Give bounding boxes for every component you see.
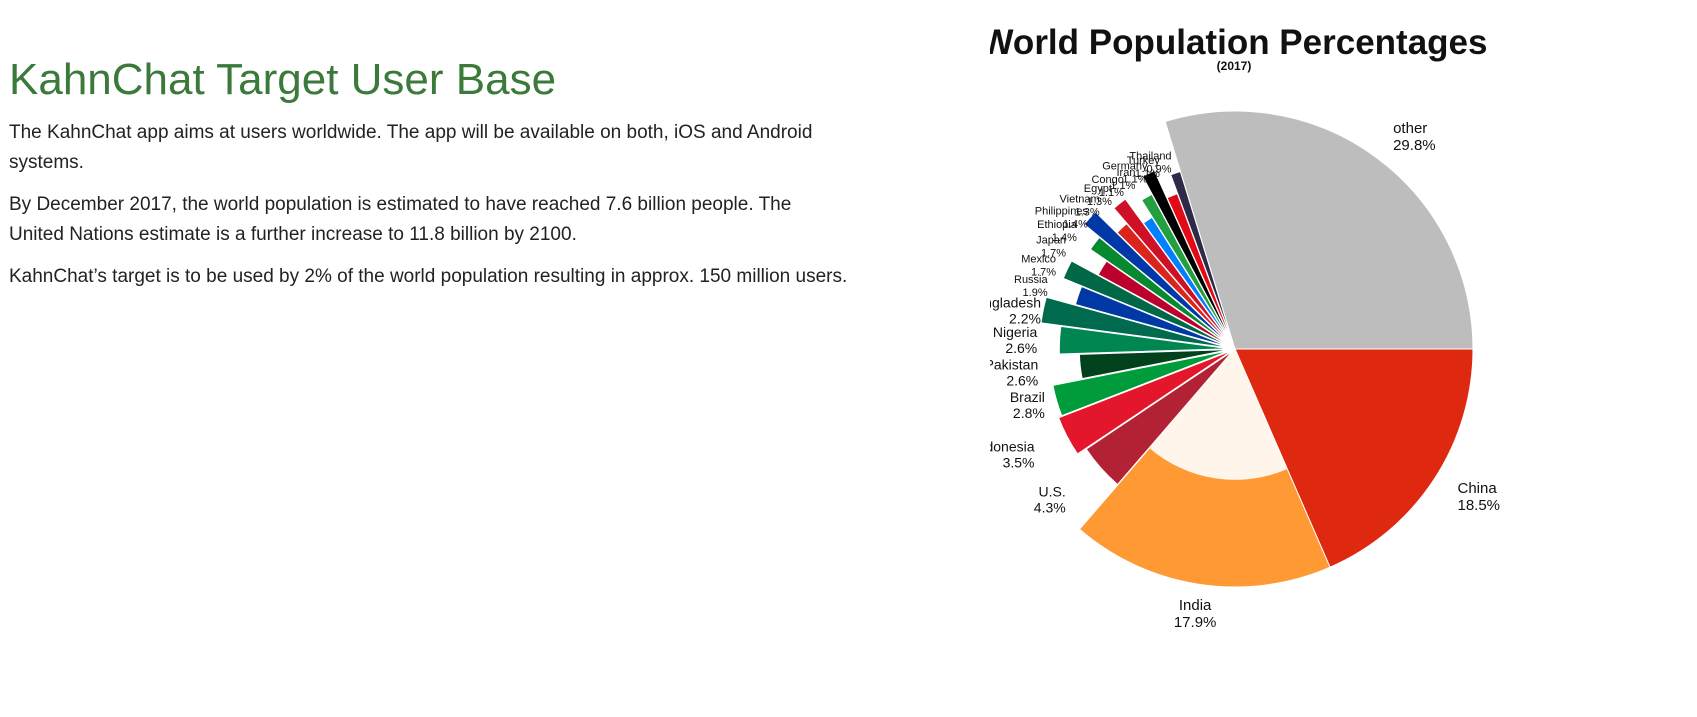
- slice-label-pakistan: Pakistan: [990, 356, 1038, 372]
- pie-slices: [1040, 110, 1474, 588]
- population-pie-chart: World Population Percentages (2017) Chin…: [990, 18, 1690, 708]
- slice-value-germany: 1.1%: [1122, 173, 1147, 185]
- slice-label-congo: Congo: [1091, 174, 1123, 186]
- slice-label-other: other: [1393, 120, 1427, 137]
- target-paragraph: KahnChat’s target is to be used by 2% of…: [9, 266, 848, 288]
- slice-value-brazil: 2.8%: [1013, 405, 1045, 421]
- slice-value-egypt: 1.3%: [1087, 196, 1112, 208]
- intro-paragraph: The KahnChat app aims at users worldwide…: [9, 122, 813, 174]
- slice-label-egypt: Egypt: [1084, 183, 1112, 195]
- pie-slice-japan: [1097, 260, 1231, 347]
- slice-value-nigeria: 2.6%: [1005, 340, 1037, 356]
- slice-label-russia: Russia: [1014, 274, 1049, 286]
- chart-subtitle: (2017): [1217, 59, 1252, 73]
- pie-slice-indonesia: [1058, 350, 1233, 455]
- slice-value-japan: 1.7%: [1041, 248, 1066, 260]
- pie-slice-china: [1234, 348, 1474, 568]
- slice-value-other: 29.8%: [1393, 137, 1436, 154]
- slice-value-ethiopia: 1.4%: [1052, 232, 1077, 244]
- pie-slice-nigeria: [1058, 325, 1230, 355]
- slice-value-bangladesh: 2.2%: [1009, 311, 1041, 327]
- pie-slice-egypt: [1113, 198, 1232, 345]
- slice-label-u-s-: U.S.: [1038, 484, 1065, 500]
- pie-slice-germany: [1142, 169, 1233, 345]
- slice-label-philippines: Philippines: [1035, 205, 1089, 217]
- pie-slice-other: [1164, 110, 1474, 350]
- slice-value-u-s-: 4.3%: [1034, 500, 1066, 516]
- pie-slice-pakistan: [1078, 349, 1230, 380]
- slice-label-china: China: [1457, 480, 1497, 497]
- slice-label-indonesia: Indonesia: [990, 438, 1035, 454]
- slice-value-philippines: 1.4%: [1063, 218, 1088, 230]
- slice-value-iran: 1.1%: [1110, 180, 1135, 192]
- slice-value-pakistan: 2.6%: [1006, 372, 1038, 388]
- slice-label-mexico: Mexico: [1021, 253, 1056, 265]
- pie-slice-band-india: [1149, 349, 1288, 480]
- slice-value-india: 17.9%: [1174, 614, 1217, 631]
- pie-slice-mexico: [1062, 260, 1231, 348]
- slice-value-china: 18.5%: [1457, 497, 1500, 514]
- pie-slice-bangladesh: [1040, 296, 1230, 349]
- population-paragraph: By December 2017, the world population i…: [9, 194, 792, 246]
- slice-label-india: India: [1179, 597, 1212, 614]
- slice-label-turkey: Turkey: [1127, 155, 1161, 167]
- pie-slice-u-s-: [1085, 350, 1233, 486]
- slice-value-turkey: 1.1%: [1135, 168, 1160, 180]
- slice-value-congo: 1.1%: [1099, 187, 1124, 199]
- slice-label-iran: Iran: [1116, 167, 1135, 179]
- slice-value-russia: 1.9%: [1023, 287, 1048, 299]
- slice-value-indonesia: 3.5%: [1003, 454, 1035, 470]
- content-column: KahnChat Target User Base The KahnChat a…: [9, 55, 849, 304]
- slice-value-thailand: 0.9%: [1146, 163, 1171, 175]
- slice-label-thailand: Thailand: [1129, 150, 1171, 162]
- slice-value-mexico: 1.7%: [1031, 266, 1056, 278]
- slice-label-japan: Japan: [1036, 235, 1066, 247]
- slice-label-nigeria: Nigeria: [993, 324, 1038, 340]
- chart-title: World Population Percentages: [990, 23, 1487, 62]
- slice-label-brazil: Brazil: [1010, 389, 1045, 405]
- slice-label-bangladesh: Bangladesh: [990, 295, 1041, 311]
- pie-slice-russia: [1074, 285, 1230, 348]
- pie-slice-brazil: [1052, 350, 1230, 417]
- pie-slice-ethiopia: [1089, 236, 1231, 346]
- slice-label-germany: Germany: [1102, 160, 1148, 172]
- page-title: KahnChat Target User Base: [9, 55, 557, 104]
- slice-label-ethiopia: Ethiopia: [1037, 219, 1078, 231]
- pie-slice-philippines: [1083, 211, 1232, 346]
- slice-label-vietnam: Vietnam: [1060, 193, 1100, 205]
- slice-value-vietnam: 1.3%: [1075, 206, 1100, 218]
- pie-chart-svg: World Population Percentages (2017) Chin…: [990, 23, 1500, 631]
